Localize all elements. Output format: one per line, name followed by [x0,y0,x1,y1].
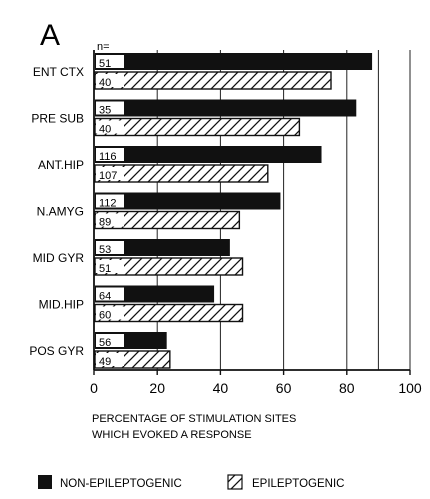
n-header: n= [97,41,110,53]
category-label-n-amyg: N.AMYG [37,205,84,219]
x-tick-label-80: 80 [339,380,355,396]
n-count-non-epileptogenic-ant-hip: 116 [99,151,117,163]
n-box-non-epileptogenic-ent-ctx [96,55,124,68]
bar-non-epileptogenic-ent-ctx [95,53,373,70]
bar-epileptogenic-n-amyg [94,210,241,230]
panel-label: A [40,19,60,52]
x-axis-label: PERCENTAGE OF STIMULATION SITES WHICH EV… [92,413,296,441]
x-axis-label-line-2: WHICH EVOKED A RESPONSE [92,429,252,441]
n-box-non-epileptogenic-pos-gyr [96,334,124,347]
bar-non-epileptogenic-mid-gyr [95,239,230,256]
n-box-epileptogenic-ent-ctx [96,74,124,87]
n-count-non-epileptogenic-pre-sub: 35 [99,105,111,117]
x-tick-label-40: 40 [213,380,229,396]
bar-non-epileptogenic-n-amyg [95,192,281,210]
legend-swatch-non-epileptogenic [38,475,52,489]
n-count-non-epileptogenic-mid-gyr: 53 [99,244,111,256]
axes-group: 0 20 40 60 80 100 [90,50,422,396]
category-label-mid-gyr: MID GYR [33,251,85,265]
category-label-pre-sub: PRE SUB [31,112,84,126]
n-box-non-epileptogenic-mid-hip [96,287,124,301]
n-count-epileptogenic-pre-sub: 40 [99,124,111,136]
bar-epileptogenic-mid-hip [94,303,244,323]
bar-epileptogenic-ent-ctx [94,71,332,90]
category-label-mid-hip: MID.HIP [39,298,84,312]
n-box-non-epileptogenic-ant-hip [96,148,124,161]
legend-label-non-epileptogenic: NON-EPILEPTOGENIC [60,478,182,490]
x-tick-label-20: 20 [149,380,165,396]
x-tick-label-100: 100 [398,380,422,396]
n-box-epileptogenic-ant-hip [96,167,124,180]
legend-swatch-epileptogenic [227,474,243,490]
bar-epileptogenic-pre-sub [94,117,301,137]
n-count-epileptogenic-ant-hip: 107 [99,170,117,182]
n-box-epileptogenic-pos-gyr [96,353,124,366]
category-label-pos-gyr: POS GYR [29,344,84,358]
n-count-non-epileptogenic-pos-gyr: 56 [99,337,111,349]
x-tick-label-60: 60 [276,380,292,396]
bar-non-epileptogenic-ant-hip [95,146,322,163]
n-count-epileptogenic-n-amyg: 89 [99,217,111,229]
n-box-non-epileptogenic-n-amyg [96,194,124,208]
n-count-epileptogenic-mid-gyr: 51 [99,263,111,275]
x-axis-label-line-1: PERCENTAGE OF STIMULATION SITES [92,413,296,425]
x-tick-label-0: 0 [90,380,98,396]
n-box-epileptogenic-mid-hip [96,306,124,320]
bar-non-epileptogenic-mid-hip [95,285,215,303]
n-box-non-epileptogenic-mid-gyr [96,241,124,254]
category-label-ant-hip: ANT.HIP [38,158,84,172]
legend-label-epileptogenic: EPILEPTOGENIC [252,478,344,490]
bar-epileptogenic-ant-hip [94,164,269,183]
legend: NON-EPILEPTOGENIC EPILEPTOGENIC [38,474,344,490]
bars-group: ENT CTX 51 40 PRE SUB 35 40 ANT.HIP 116 107 N.AMY… [29,53,373,369]
bar-non-epileptogenic-pre-sub [95,99,357,117]
n-box-epileptogenic-pre-sub [96,120,124,134]
bar-epileptogenic-mid-gyr [94,257,244,276]
n-count-epileptogenic-mid-hip: 60 [99,310,111,322]
n-box-epileptogenic-n-amyg [96,213,124,227]
n-count-epileptogenic-ent-ctx: 40 [99,77,111,89]
n-count-non-epileptogenic-mid-hip: 64 [99,291,111,303]
category-label-ent-ctx: ENT CTX [33,65,84,79]
n-box-epileptogenic-mid-gyr [96,260,124,273]
n-count-non-epileptogenic-n-amyg: 112 [99,198,117,210]
n-count-non-epileptogenic-ent-ctx: 51 [99,58,111,70]
n-count-epileptogenic-pos-gyr: 49 [99,356,111,368]
n-box-non-epileptogenic-pre-sub [96,101,124,115]
